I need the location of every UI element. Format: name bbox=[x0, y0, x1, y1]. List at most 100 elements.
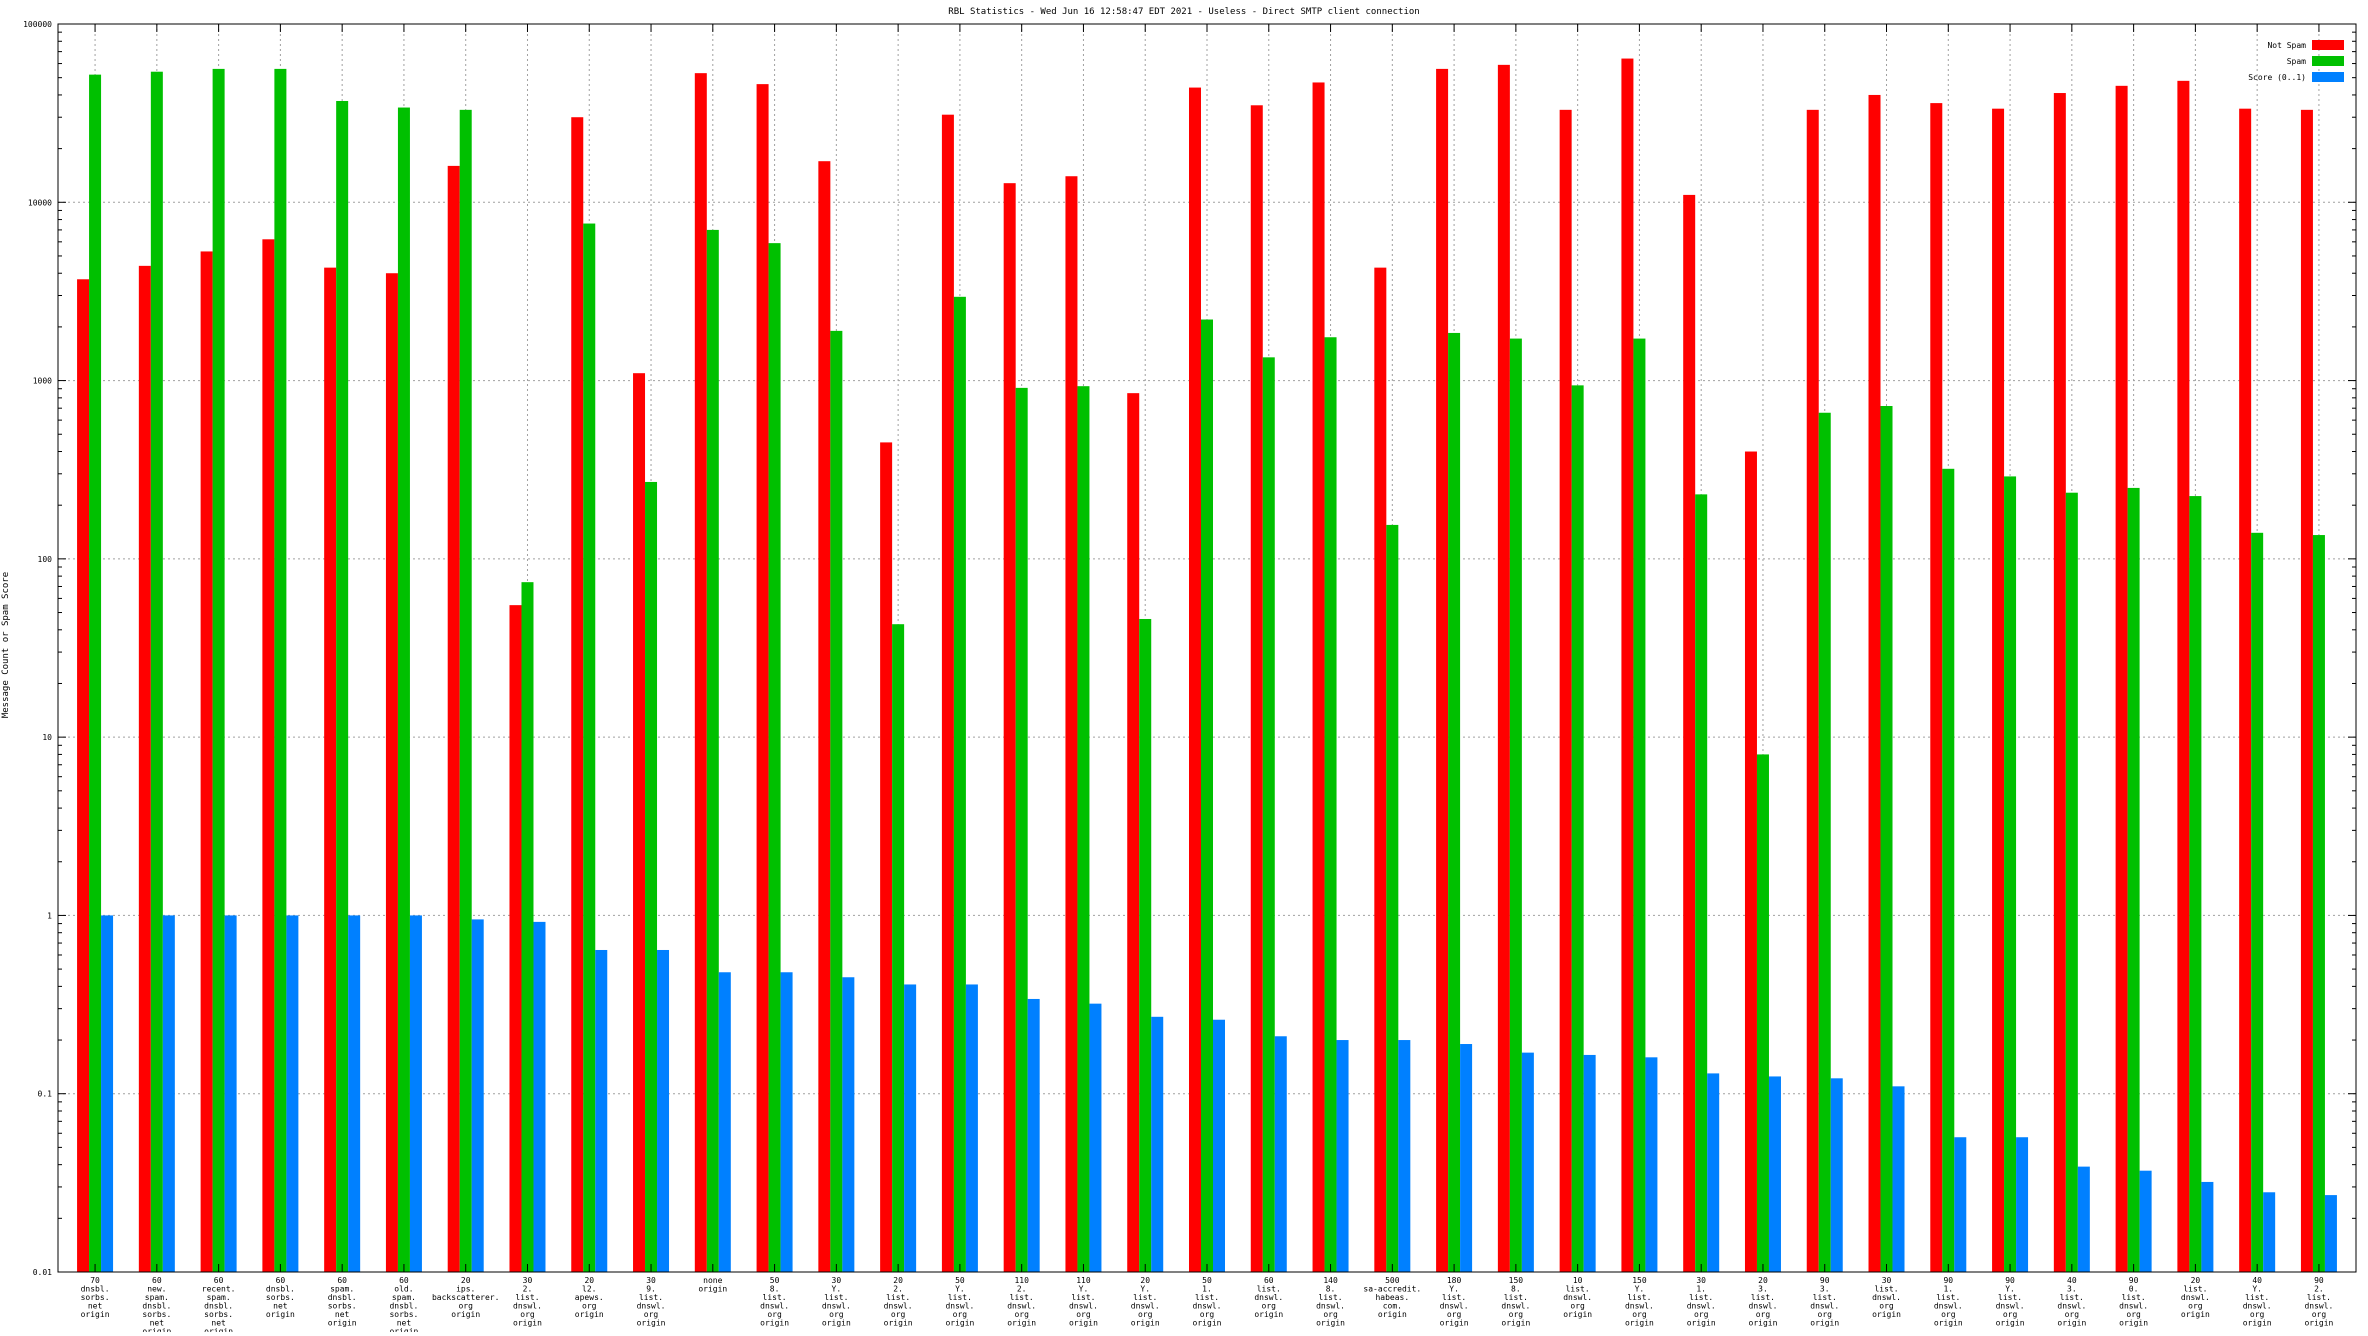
bar-score-0-1 bbox=[780, 972, 793, 1272]
x-tick-label-line: org bbox=[1014, 1310, 1029, 1319]
x-tick-label-line: origin bbox=[389, 1327, 418, 1332]
bar-not-spam bbox=[1250, 105, 1263, 1273]
x-tick-label-line: dnswl. bbox=[760, 1302, 789, 1311]
x-tick-label-line: org bbox=[1879, 1302, 1894, 1311]
x-tick-label: 20 Y. list. dnswl. org origin bbox=[1131, 1276, 1160, 1328]
x-tick-label-line: spam. bbox=[392, 1293, 416, 1302]
x-tick-label-line: origin bbox=[1440, 1319, 1469, 1328]
x-tick-label: 60 new. spam. dnsbl. sorbs. net origin bbox=[142, 1276, 171, 1332]
x-tick-label-line: 20 bbox=[2191, 1276, 2201, 1285]
bar-spam bbox=[459, 109, 472, 1273]
bar-not-spam bbox=[2115, 85, 2128, 1272]
x-tick-label-line: org bbox=[1818, 1310, 1833, 1319]
x-tick-label-line: 30 bbox=[832, 1276, 842, 1285]
bar-score-0-1 bbox=[1707, 1073, 1720, 1272]
x-tick-label-line: 20 bbox=[1140, 1276, 1150, 1285]
x-tick-label-line: list. bbox=[1751, 1293, 1775, 1302]
bar-score-0-1 bbox=[1398, 1040, 1411, 1272]
x-tick-label-line: 50 bbox=[770, 1276, 780, 1285]
x-tick-label-line: org bbox=[644, 1310, 659, 1319]
x-tick-label-line: dnswl. bbox=[1810, 1302, 1839, 1311]
x-tick-label-line: 110 bbox=[1014, 1276, 1029, 1285]
x-tick-label-line: com. bbox=[1383, 1302, 1402, 1311]
x-tick-label: 20 ips. backscatterer. org origin bbox=[432, 1276, 499, 1319]
x-tick-label-line: list. bbox=[1195, 1293, 1219, 1302]
x-tick-label: 150 8. list. dnswl. org origin bbox=[1501, 1276, 1530, 1328]
x-tick-label: 140 8. list. dnswl. org origin bbox=[1316, 1276, 1345, 1328]
x-tick-label: 90 1. list. dnswl. org origin bbox=[1934, 1276, 1963, 1328]
x-tick-label-line: dnswl. bbox=[2243, 1302, 2272, 1311]
x-tick-label-line: origin bbox=[1254, 1310, 1283, 1319]
bar-not-spam bbox=[262, 239, 275, 1272]
x-tick-label-line: origin bbox=[1193, 1319, 1222, 1328]
x-tick-label-line: list. bbox=[2060, 1293, 2084, 1302]
x-tick-label-line: 8. bbox=[770, 1285, 780, 1294]
x-tick-label-line: origin bbox=[637, 1319, 666, 1328]
bar-score-0-1 bbox=[1151, 1016, 1164, 1272]
x-tick-label: 30 Y. list. dnswl. org origin bbox=[822, 1276, 851, 1328]
x-tick-label-line: dnswl. bbox=[513, 1302, 542, 1311]
bar-not-spam bbox=[1559, 109, 1572, 1273]
x-tick-label-line: 150 bbox=[1632, 1276, 1647, 1285]
x-tick-label-line: old. bbox=[394, 1285, 413, 1294]
x-tick-label-line: org bbox=[891, 1310, 906, 1319]
x-tick-label-line: dnswl. bbox=[1563, 1293, 1592, 1302]
x-tick-label-line: 3. bbox=[1820, 1285, 1830, 1294]
x-tick-label-line: list. bbox=[1998, 1293, 2022, 1302]
x-tick-label-line: origin bbox=[1934, 1319, 1963, 1328]
x-tick-label-line: org bbox=[2003, 1310, 2018, 1319]
bar-score-0-1 bbox=[1830, 1078, 1843, 1272]
x-tick-label-line: origin bbox=[1378, 1310, 1407, 1319]
x-tick-label-line: 8. bbox=[1326, 1285, 1336, 1294]
x-tick-label-line: origin bbox=[513, 1319, 542, 1328]
x-tick-label-line: dnswl. bbox=[1254, 1293, 1283, 1302]
x-tick-label-line: org bbox=[1138, 1310, 1153, 1319]
x-tick-label-line: 20 bbox=[584, 1276, 594, 1285]
bar-spam bbox=[1448, 332, 1461, 1272]
x-tick-label-line: 8. bbox=[1511, 1285, 1521, 1294]
bar-spam bbox=[645, 481, 658, 1272]
bar-score-0-1 bbox=[1521, 1052, 1534, 1272]
x-tick-label-line: 9. bbox=[646, 1285, 656, 1294]
x-tick-label-line: origin bbox=[945, 1319, 974, 1328]
x-tick-label-line: net bbox=[397, 1319, 412, 1328]
bar-not-spam bbox=[509, 605, 522, 1272]
x-tick-label-line: 2. bbox=[2314, 1285, 2324, 1294]
y-tick-label: 100000 bbox=[23, 20, 52, 29]
x-tick-label-line: dnsbl. bbox=[81, 1285, 110, 1294]
x-tick-label-line: list. bbox=[515, 1293, 539, 1302]
x-tick-label-line: dnswl. bbox=[637, 1302, 666, 1311]
x-tick-label: 90 3. list. dnswl. org origin bbox=[1810, 1276, 1839, 1328]
bar-not-spam bbox=[941, 114, 954, 1272]
bar-not-spam bbox=[77, 279, 90, 1272]
bar-not-spam bbox=[1374, 267, 1387, 1272]
bar-spam bbox=[1942, 468, 1955, 1272]
bar-spam bbox=[768, 243, 781, 1272]
x-tick-label-line: org bbox=[1447, 1310, 1462, 1319]
x-tick-label-line: dnswl. bbox=[2057, 1302, 2086, 1311]
legend: Not Spam Spam Score (0..1) bbox=[2248, 40, 2344, 82]
bar-not-spam bbox=[1127, 393, 1140, 1272]
x-tick-label-line: dnswl. bbox=[945, 1302, 974, 1311]
x-tick-label-line: spam. bbox=[145, 1293, 169, 1302]
bar-spam bbox=[2065, 492, 2078, 1272]
x-tick-label-line: list. bbox=[1257, 1285, 1281, 1294]
x-tick-label-line: org bbox=[1200, 1310, 1215, 1319]
bar-score-0-1 bbox=[965, 984, 978, 1272]
x-tick-label-line: origin bbox=[328, 1319, 357, 1328]
x-tick-label-line: origin bbox=[81, 1310, 110, 1319]
bar-spam bbox=[1756, 754, 1769, 1272]
x-tick-label-line: dnswl. bbox=[1501, 1302, 1530, 1311]
x-tick-label: 20 3. list. dnswl. org origin bbox=[1749, 1276, 1778, 1328]
x-tick-label-line: 2. bbox=[893, 1285, 903, 1294]
bar-not-spam bbox=[1189, 87, 1201, 1273]
x-tick-label: 60 dnsbl. sorbs. net origin bbox=[266, 1276, 295, 1319]
bar-not-spam bbox=[1806, 109, 1819, 1273]
bar-spam bbox=[892, 624, 905, 1272]
x-tick-label-line: org bbox=[767, 1310, 782, 1319]
x-tick-label-line: 20 bbox=[893, 1276, 903, 1285]
bar-score-0-1 bbox=[904, 984, 917, 1272]
legend-swatch bbox=[2312, 72, 2344, 82]
x-tick-label: 20 l2. apews. org origin bbox=[575, 1276, 604, 1319]
x-tick-label-line: origin bbox=[2119, 1319, 2148, 1328]
